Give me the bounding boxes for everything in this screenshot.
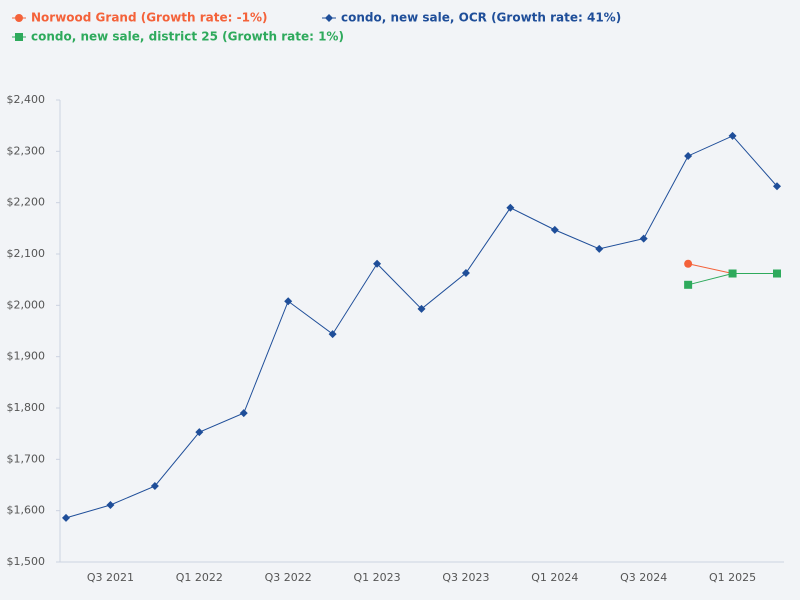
- point: [639, 234, 648, 243]
- point: [417, 304, 426, 313]
- x-tick-label: Q1 2022: [176, 571, 223, 584]
- point: [373, 259, 382, 268]
- x-tick-label: Q3 2022: [265, 571, 312, 584]
- point: [284, 297, 293, 306]
- point: [461, 268, 470, 277]
- x-tick-label: Q3 2024: [620, 571, 667, 584]
- x-tick-label: Q1 2023: [353, 571, 400, 584]
- y-tick-label: $2,400: [7, 93, 46, 106]
- legend-label: condo, new sale, OCR (Growth rate: 41%): [341, 11, 621, 25]
- point: [506, 203, 515, 212]
- x-tick-label: Q3 2021: [87, 571, 134, 584]
- y-tick-label: $1,800: [7, 401, 46, 414]
- y-tick-label: $1,500: [7, 555, 46, 568]
- point: [728, 131, 737, 140]
- point: [684, 259, 693, 268]
- point: [106, 501, 115, 510]
- legend-marker: [325, 14, 333, 22]
- y-tick-label: $2,200: [7, 196, 46, 209]
- point: [595, 244, 604, 253]
- point: [150, 482, 159, 491]
- y-tick-label: $1,600: [7, 504, 46, 517]
- point: [773, 269, 781, 278]
- x-tick-label: Q1 2024: [531, 571, 578, 584]
- y-tick-label: $1,900: [7, 350, 46, 363]
- x-tick-label: Q1 2025: [709, 571, 756, 584]
- point: [195, 428, 204, 437]
- legend-label: condo, new sale, district 25 (Growth rat…: [31, 30, 344, 44]
- legend-marker: [15, 14, 23, 22]
- y-tick-label: $2,000: [7, 298, 46, 311]
- x-tick-label: Q3 2023: [442, 571, 489, 584]
- point: [550, 225, 559, 234]
- point: [62, 513, 70, 522]
- point: [684, 151, 693, 160]
- point: [773, 182, 781, 191]
- point: [239, 409, 248, 418]
- y-tick-label: $2,100: [7, 247, 46, 260]
- point: [728, 269, 737, 278]
- point: [328, 330, 337, 339]
- y-tick-label: $1,700: [7, 452, 46, 465]
- point: [684, 280, 693, 289]
- y-tick-label: $2,300: [7, 144, 46, 157]
- legend-marker: [15, 33, 23, 41]
- legend-label: Norwood Grand (Growth rate: -1%): [31, 11, 267, 25]
